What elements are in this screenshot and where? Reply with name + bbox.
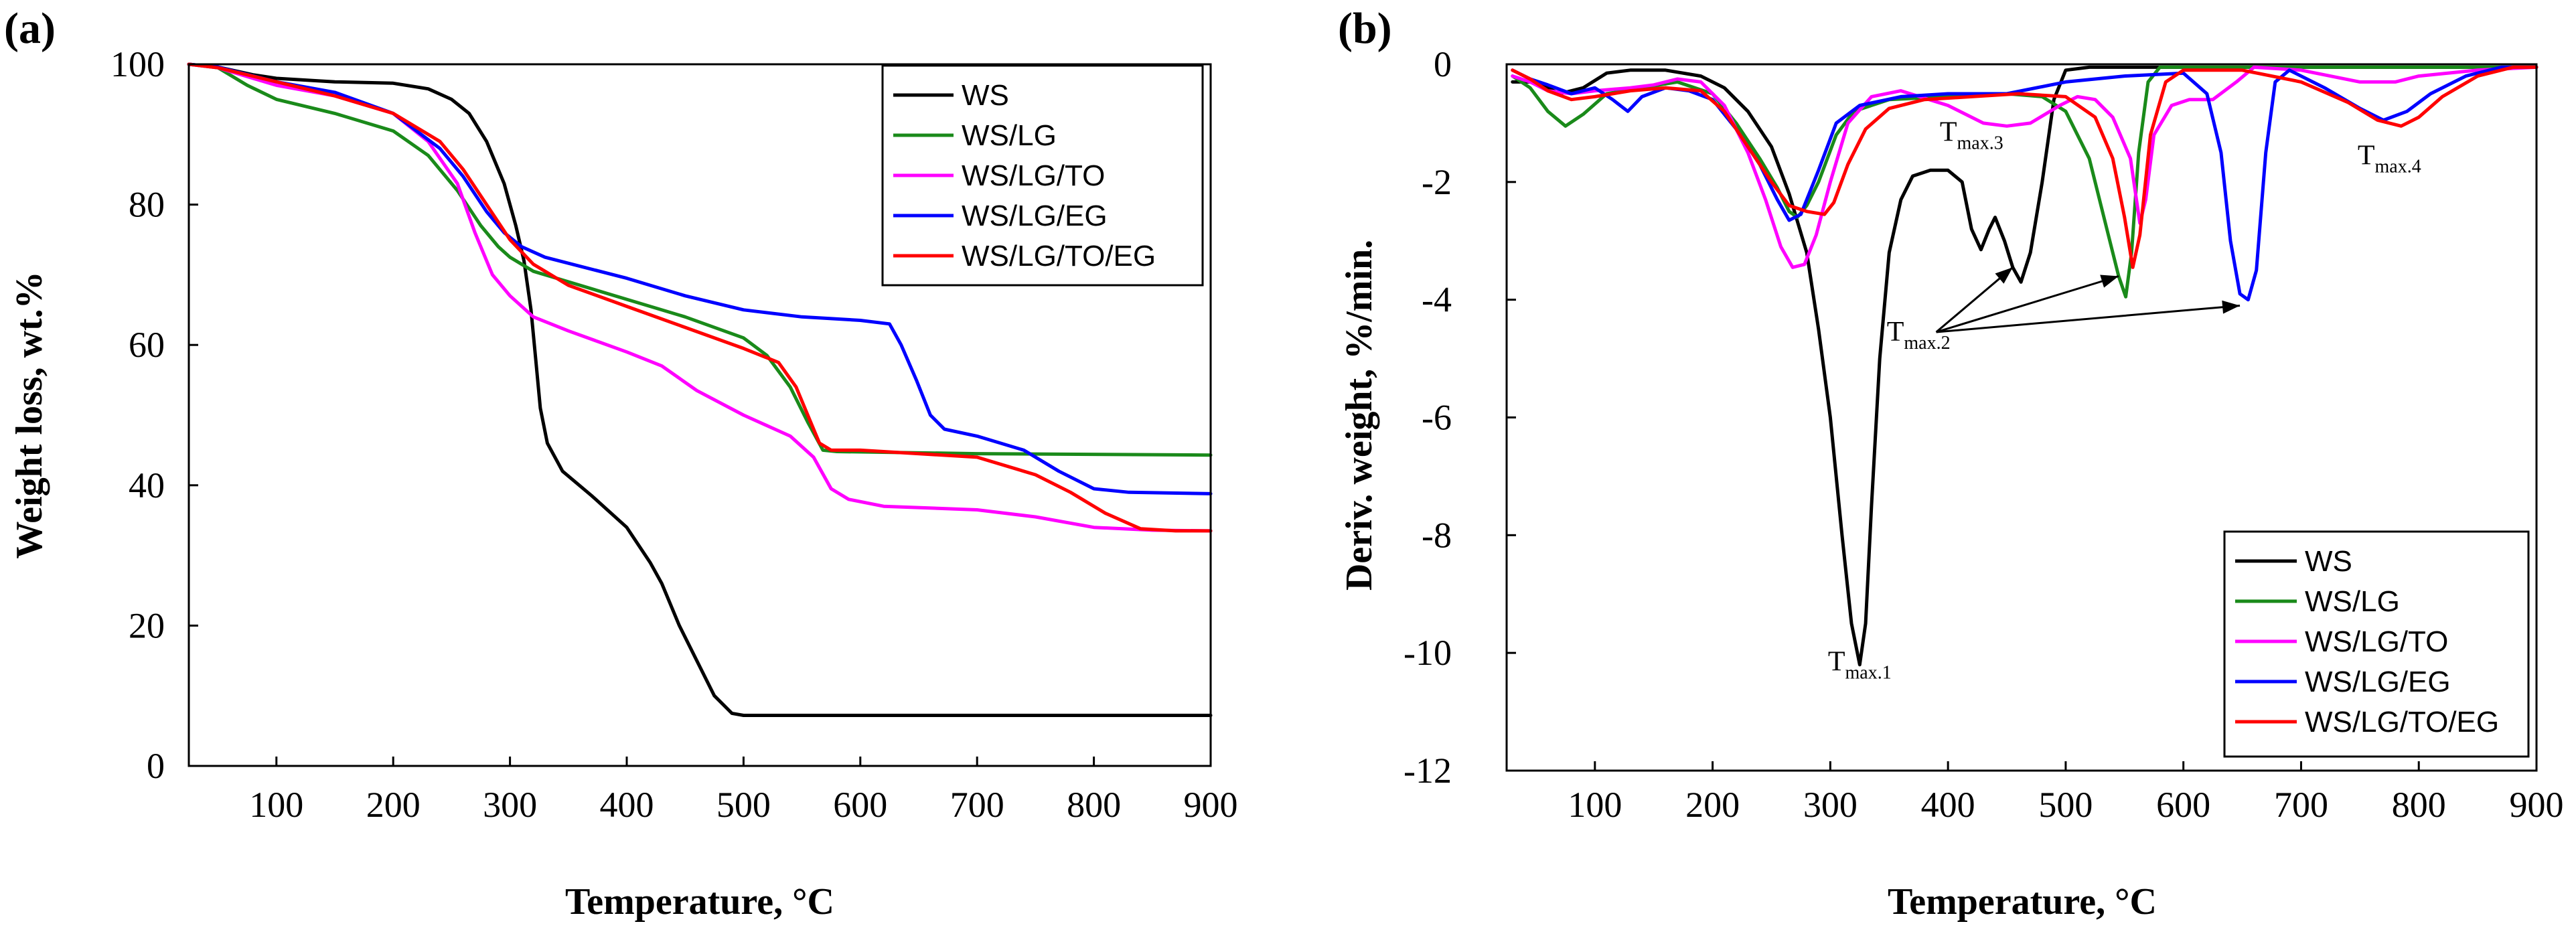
y-axis-title-b: Deriv. weight, %/min.: [1339, 240, 1380, 591]
annotation-max-2: Tmax.2: [1887, 317, 1951, 354]
y-tick-label: 80: [129, 185, 165, 225]
series-line-ws-lg-to-eg: [1511, 65, 2539, 269]
y-tick-label: 60: [129, 325, 165, 365]
series-line-ws-lg: [1511, 65, 2539, 299]
axes-b: 100 200 300 400 500 600 700 800 900 0 -2 -4 -6 -8 -10 -…: [1404, 44, 2563, 825]
x-tick-label: 900: [2510, 785, 2564, 825]
legend-label: WS/LG: [2305, 585, 2400, 618]
series-line-ws-lg-to-eg: [187, 62, 1213, 533]
x-tick-label: 600: [2156, 785, 2210, 825]
series-line-ws-lg-eg: [187, 62, 1213, 495]
legend-label: WS/LG/TO: [2305, 625, 2448, 658]
x-tick-label: 300: [483, 785, 537, 825]
x-tick-label: 300: [1803, 785, 1858, 825]
annotation-max-1: Tmax.1: [1828, 647, 1892, 684]
annotations-b: Tmax.1 Tmax.2 Tmax.3 Tmax.4: [1828, 116, 2421, 683]
x-tick-label: 100: [1568, 785, 1622, 825]
panel-label-b: (b): [1338, 4, 1392, 53]
annotation-arrowhead: [1995, 267, 2013, 284]
legend-label: WS/LG/EG: [962, 200, 1108, 232]
legend-box: [2223, 530, 2530, 758]
chart-panel-a: (a) 100 200 300 400 500 600 700 800 900 0 20 40 60 80…: [4, 4, 1238, 923]
x-tick-label: 700: [950, 785, 1004, 825]
y-tick-label: -8: [1422, 515, 1452, 555]
y-tick-label: -12: [1404, 751, 1452, 791]
legend-label: WS/LG: [962, 119, 1057, 152]
legend-b: WS WS/LG WS/LG/TO WS/LG/EG WS/LG/TO/EG: [2223, 530, 2530, 758]
series-line-ws: [187, 62, 1213, 717]
x-tick-label: 400: [1921, 785, 1975, 825]
legend-label: WS/LG/TO: [962, 159, 1105, 192]
y-tick-label: -2: [1422, 162, 1452, 202]
x-tick-label: 800: [2392, 785, 2446, 825]
legend-label: WS: [2305, 545, 2352, 578]
plot-frame-a: [187, 63, 1212, 767]
annotation-max-3: Tmax.3: [1940, 116, 2003, 153]
legend-label: WS: [962, 79, 1009, 112]
annotation-arrowhead: [2100, 275, 2119, 288]
y-tick-label: -4: [1422, 280, 1452, 320]
y-axis-title-a: Weight loss, wt.%: [9, 271, 50, 558]
x-tick-label: 400: [600, 785, 654, 825]
y-tick-label: -6: [1422, 398, 1452, 438]
x-tick-label: 900: [1184, 785, 1238, 825]
legend-a: WS WS/LG WS/LG/TO WS/LG/EG WS/LG/TO/EG: [881, 64, 1204, 287]
x-tick-label: 100: [249, 785, 303, 825]
legend-label: WS/LG/TO/EG: [2305, 706, 2499, 738]
annotation-arrow: [1936, 304, 2241, 333]
legend-label: WS/LG/EG: [2305, 665, 2451, 698]
plot-frame-b: [1505, 63, 2538, 772]
y-tick-label: 20: [129, 605, 165, 645]
series-line-ws-lg-eg: [1511, 65, 2539, 302]
annotation-max-4: Tmax.4: [2358, 140, 2421, 177]
x-tick-label: 700: [2274, 785, 2328, 825]
annotation-arrowhead: [2222, 300, 2241, 314]
panel-label-a: (a): [4, 4, 56, 53]
x-tick-label: 500: [2038, 785, 2093, 825]
annotation-arrow: [1936, 275, 2119, 333]
chart-panel-b: (b) 100 200 300 400 500 600 700 800 900 0 -2 -4 -6 -8…: [1338, 4, 2564, 923]
x-tick-label: 500: [716, 785, 771, 825]
x-axis-title-b: Temperature, °C: [1888, 881, 2157, 923]
series-lines-a: [187, 62, 1213, 717]
y-tick-label: 0: [1434, 44, 1452, 84]
y-tick-label: 0: [147, 746, 165, 786]
x-tick-label: 800: [1067, 785, 1121, 825]
legend-label: WS/LG/TO/EG: [962, 240, 1156, 272]
x-axis-title-a: Temperature, °C: [565, 881, 834, 923]
y-tick-label: -10: [1404, 633, 1452, 673]
series-line-ws: [1511, 65, 2539, 667]
series-lines-b: [1511, 65, 2539, 667]
y-tick-label: 40: [129, 465, 165, 505]
axes-a: 100 200 300 400 500 600 700 800 900 0 20 40 60 80 100: [110, 44, 1238, 825]
y-tick-label: 100: [110, 44, 165, 84]
x-tick-label: 600: [833, 785, 887, 825]
x-tick-label: 200: [366, 785, 421, 825]
x-tick-label: 200: [1685, 785, 1740, 825]
series-line-ws-lg-to: [1511, 65, 2539, 269]
